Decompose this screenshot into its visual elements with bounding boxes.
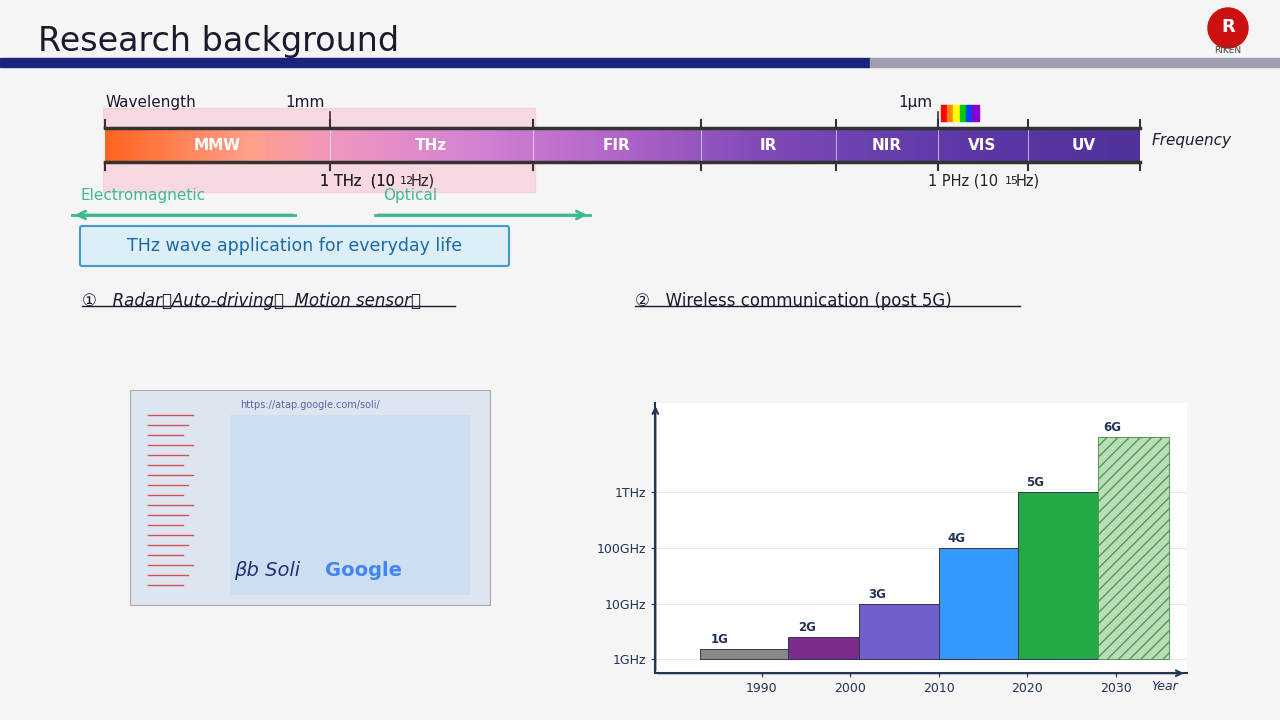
Bar xyxy=(938,548,1053,660)
Text: 3G: 3G xyxy=(868,588,886,600)
Text: Wavelength: Wavelength xyxy=(105,95,196,110)
Text: 4G: 4G xyxy=(948,532,966,545)
Text: 1 THz  (10: 1 THz (10 xyxy=(320,174,396,189)
Bar xyxy=(1019,492,1116,660)
Text: 15: 15 xyxy=(1005,176,1019,186)
Bar xyxy=(941,105,947,121)
Text: Year: Year xyxy=(1151,680,1178,693)
Bar xyxy=(0,58,870,67)
Text: 1 PHz (10: 1 PHz (10 xyxy=(928,174,997,189)
Text: ②   Wireless communication (post 5G): ② Wireless communication (post 5G) xyxy=(635,292,952,310)
Text: THz wave application for everyday life: THz wave application for everyday life xyxy=(127,237,462,255)
Text: Frequency: Frequency xyxy=(1152,132,1231,148)
Bar xyxy=(700,649,841,660)
Text: Optical: Optical xyxy=(383,188,438,203)
Circle shape xyxy=(1208,8,1248,48)
Bar xyxy=(954,105,960,121)
Bar xyxy=(131,390,490,605)
Text: UV: UV xyxy=(1071,138,1096,153)
Bar xyxy=(788,637,913,660)
Text: Google: Google xyxy=(325,561,402,580)
Bar xyxy=(960,105,966,121)
Text: https://atap.google.com/soli/: https://atap.google.com/soli/ xyxy=(241,400,380,410)
Bar xyxy=(870,58,1280,67)
Text: NIR: NIR xyxy=(872,138,902,153)
Text: 1 THz  (10: 1 THz (10 xyxy=(320,174,396,189)
Text: 6G: 6G xyxy=(1103,420,1121,434)
Text: 12: 12 xyxy=(399,176,415,186)
Text: 1G: 1G xyxy=(710,634,728,647)
Bar xyxy=(1098,436,1169,660)
Bar xyxy=(102,162,535,192)
Text: FIR: FIR xyxy=(603,138,631,153)
Bar xyxy=(859,603,974,660)
Bar xyxy=(102,108,535,128)
Text: Electromagnetic: Electromagnetic xyxy=(79,188,205,203)
Bar xyxy=(966,105,973,121)
Text: MMW: MMW xyxy=(195,138,241,153)
Text: Hz): Hz) xyxy=(411,174,435,189)
FancyBboxPatch shape xyxy=(79,226,509,266)
Text: THz: THz xyxy=(415,138,447,153)
Text: 5G: 5G xyxy=(1027,477,1044,490)
Text: VIS: VIS xyxy=(968,138,997,153)
Text: RIKEN: RIKEN xyxy=(1215,46,1242,55)
Text: R: R xyxy=(1221,18,1235,36)
Bar xyxy=(973,105,978,121)
Bar xyxy=(947,105,954,121)
Bar xyxy=(230,415,470,595)
Text: IR: IR xyxy=(760,138,777,153)
Text: 1mm: 1mm xyxy=(285,95,325,110)
Text: 1μm: 1μm xyxy=(899,95,933,110)
Text: Research background: Research background xyxy=(38,25,399,58)
Text: ①   Radar（Auto-driving，  Motion sensor）: ① Radar（Auto-driving， Motion sensor） xyxy=(82,292,421,310)
Text: 2G: 2G xyxy=(797,621,815,634)
Text: βb Soli: βb Soli xyxy=(234,561,300,580)
Text: Hz): Hz) xyxy=(1015,174,1039,189)
